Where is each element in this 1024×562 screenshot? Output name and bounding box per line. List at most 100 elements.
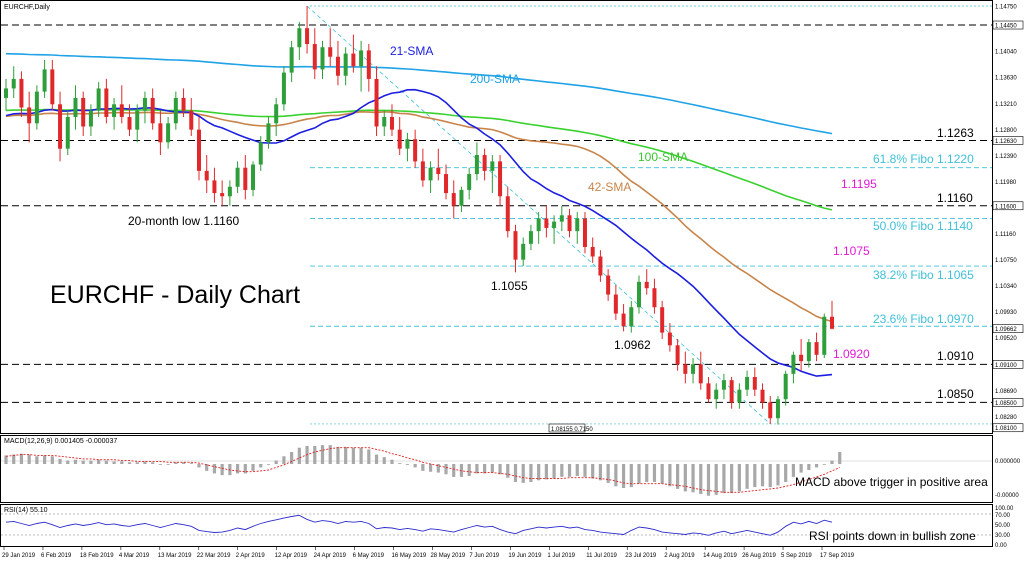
macd-label: MACD(12,26,9) 0.001405 -0.000037 — [4, 438, 117, 445]
x-tick-label: 17 Sep 2019 — [820, 553, 855, 559]
macd-bar — [483, 464, 487, 474]
macd-bar — [475, 464, 479, 474]
macd-bar — [421, 464, 425, 471]
candle-body — [281, 72, 286, 105]
macd-bar — [436, 464, 440, 473]
candle-body — [150, 97, 155, 124]
candle-body — [521, 243, 526, 260]
macd-bar — [398, 463, 402, 464]
macd-bar — [784, 464, 788, 482]
price-panel-frame — [0, 0, 993, 434]
candle-body — [196, 129, 201, 171]
candle-body — [42, 69, 47, 92]
candle-body — [474, 155, 479, 175]
macd-bar — [382, 457, 386, 464]
price-tick-label: 1.09520 — [995, 336, 1017, 342]
rsi-tick-3: 30.00 — [995, 533, 1011, 539]
x-tick-label: 7 Jun 2019 — [469, 553, 499, 559]
macd-bar — [328, 445, 332, 464]
macd-bar — [35, 456, 39, 464]
candle-body — [436, 167, 441, 175]
rsi-tick-1: 70.00 — [995, 513, 1011, 519]
price-tick-box — [992, 136, 1024, 145]
candle-body — [235, 167, 240, 187]
candle-body — [714, 389, 719, 400]
macd-bar — [344, 446, 348, 464]
price-tick-box — [992, 423, 1024, 433]
bottom-value-label: 1.08155 0.7150 — [551, 427, 593, 433]
macd-bar — [42, 455, 47, 464]
price-tick-label: 1.08100 — [995, 426, 1017, 432]
candle-body — [775, 399, 780, 419]
candle-body — [552, 221, 557, 228]
macd-bar — [359, 447, 363, 464]
macd-bar — [166, 464, 170, 465]
price-tick-label: 1.12390 — [995, 154, 1017, 160]
candle-body — [258, 142, 263, 165]
candle-body — [536, 218, 541, 232]
macd-bar — [290, 452, 294, 464]
candle-body — [405, 139, 410, 149]
macd-bar — [120, 461, 124, 464]
candle-body — [359, 50, 364, 67]
macd-bar — [143, 461, 147, 464]
candle-body — [513, 231, 518, 260]
candle-body — [27, 107, 32, 124]
candle-body — [243, 167, 248, 190]
candle-body — [104, 88, 109, 117]
candle-body — [11, 78, 16, 89]
fibo-382-label: 38.2% Fibo 1.1065 — [873, 268, 974, 282]
low-0962-label: 1.0962 — [614, 338, 651, 352]
macd-bar — [552, 464, 556, 479]
macd-bar — [58, 458, 62, 464]
candle-body — [644, 281, 649, 289]
x-tick-label: 14 Aug 2019 — [703, 553, 737, 559]
macd-bar — [313, 446, 317, 464]
macd-bar — [205, 464, 209, 471]
candle-body — [397, 129, 402, 149]
level-0910-label: 1.0910 — [937, 349, 974, 363]
macd-bar — [506, 464, 510, 478]
candle-body — [19, 78, 24, 108]
chart-title: EURCHF - Daily Chart — [50, 281, 300, 309]
price-tick-box — [992, 398, 1024, 407]
candle-body — [830, 316, 834, 329]
macd-bar — [452, 464, 456, 477]
candle-body — [721, 380, 726, 390]
macd-bar — [220, 464, 224, 476]
candle-body — [389, 116, 394, 130]
candle-body — [413, 139, 418, 162]
macd-bar — [583, 464, 587, 477]
candle-body — [528, 231, 533, 244]
candle-body — [343, 53, 348, 76]
candle-body — [320, 47, 325, 70]
rsi-panel-frame — [0, 504, 993, 547]
price-tick-label: 1.14750 — [995, 5, 1017, 11]
candle-body — [799, 354, 804, 362]
macd-bar — [81, 460, 85, 464]
level-0850-label: 1.0850 — [937, 387, 974, 401]
macd-bar — [351, 447, 355, 464]
candle-body — [227, 186, 232, 197]
macd-bar — [266, 464, 271, 465]
macd-bar — [591, 464, 595, 479]
candle-body — [652, 288, 657, 308]
macd-bar — [753, 464, 757, 488]
sma100-label: 100-SMA — [638, 150, 688, 164]
note-1195: 1.1195 — [841, 177, 877, 191]
macd-bar — [390, 459, 394, 464]
x-tick-label: 4 Mar 2019 — [119, 553, 150, 559]
candle-body — [96, 88, 101, 111]
candle-body — [305, 28, 310, 45]
candle-body — [729, 380, 734, 403]
macd-bar — [730, 464, 734, 494]
macd-bar — [691, 464, 695, 493]
macd-bar — [374, 454, 379, 464]
macd-bar — [544, 464, 548, 480]
macd-bar — [235, 464, 240, 474]
macd-bar — [158, 464, 162, 465]
candle-body — [814, 342, 819, 355]
candle-body — [698, 364, 703, 384]
candle-body — [251, 164, 256, 190]
candle-body — [567, 215, 572, 232]
